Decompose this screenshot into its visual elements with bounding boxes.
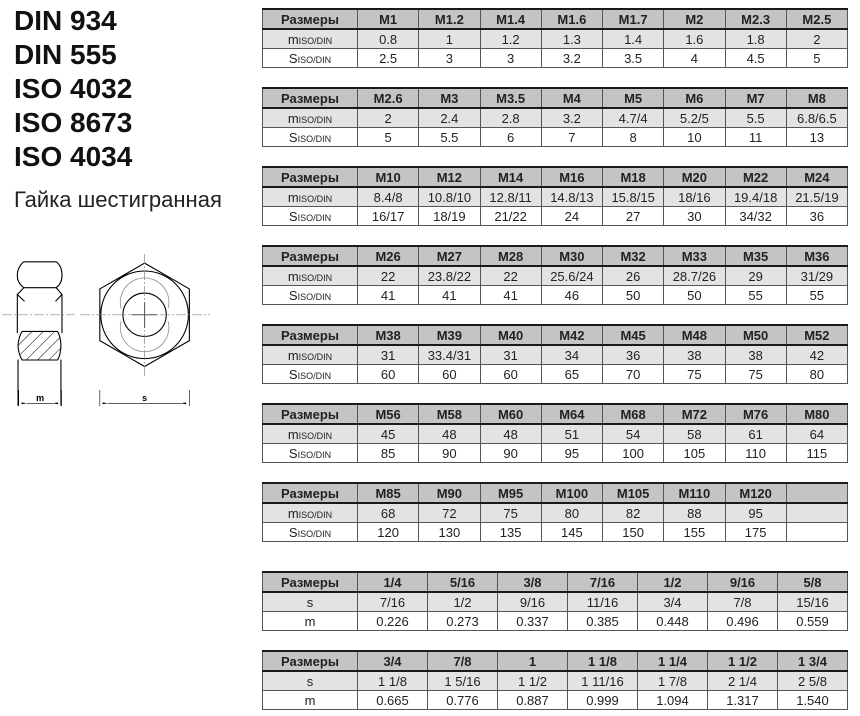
svg-text:m: m <box>36 393 44 403</box>
svg-text:s: s <box>142 393 147 403</box>
